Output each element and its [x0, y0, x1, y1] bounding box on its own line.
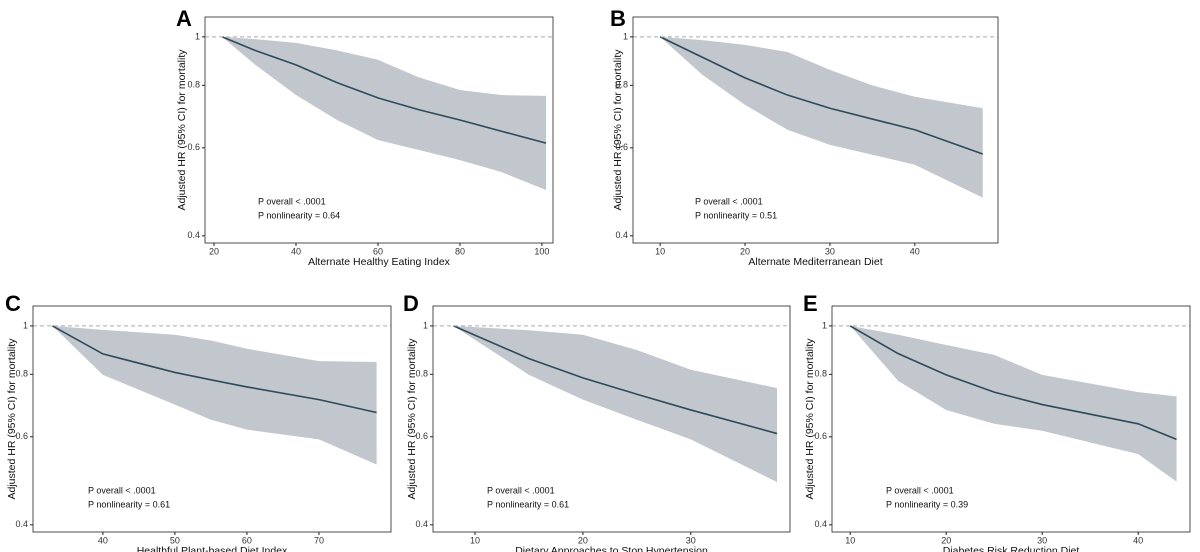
x-tick-label: 30: [825, 246, 835, 256]
y-tick-label: 0.4: [615, 230, 628, 240]
plot-frame: [204, 16, 554, 244]
y-tick-label: 0.8: [615, 80, 628, 90]
annotation: P nonlinearity = 0.61: [88, 499, 170, 509]
y-tick-label: 0.4: [814, 519, 827, 529]
panel: A Adjusted HR (95% CI) for mortality Alter…: [176, 6, 554, 268]
x-axis-label: Dietary Approaches to Stop Hypertension: [515, 545, 708, 552]
panel: E Adjusted HR (95% CI) for mortality Diabe…: [803, 291, 1191, 552]
y-tick-label: 1: [423, 320, 428, 330]
x-tick-label: 30: [686, 535, 696, 545]
y-tick-label: 0.6: [15, 431, 28, 441]
x-axis-label: Diabetes Risk Reduction Diet: [943, 545, 1080, 552]
y-tick-label: 0.6: [415, 431, 428, 441]
hr-line: [659, 36, 983, 155]
annotation: P overall < .0001: [886, 485, 954, 495]
y-axis-label: Adjusted HR (95% CI) for mortality: [612, 49, 624, 211]
x-axis-label: Healthful Plant-based Diet Index: [137, 545, 288, 552]
y-tick-label: 1: [23, 320, 28, 330]
panel: C Adjusted HR (95% CI) for mortality Healt…: [5, 291, 392, 552]
hr-line: [849, 325, 1177, 441]
y-axis-label: Adjusted HR (95% CI) for mortality: [406, 338, 418, 500]
annotation: P nonlinearity = 0.61: [487, 499, 569, 509]
ci-band: [222, 36, 547, 191]
x-tick-label: 10: [655, 246, 665, 256]
x-tick-label: 20: [941, 535, 951, 545]
panel-letter: A: [176, 6, 192, 31]
y-tick-label: 0.8: [187, 80, 200, 90]
x-tick-label: 20: [209, 246, 219, 256]
x-tick-label: 60: [242, 535, 252, 545]
ci-band: [660, 36, 983, 198]
annotation: P nonlinearity = 0.64: [258, 210, 340, 220]
annotation: P overall < .0001: [695, 196, 763, 206]
annotation: P nonlinearity = 0.39: [886, 499, 968, 509]
plot-frame: [432, 305, 791, 533]
panel-letter: C: [5, 291, 21, 316]
y-tick-label: 0.6: [615, 142, 628, 152]
x-tick-label: 20: [578, 535, 588, 545]
y-tick-label: 0.4: [15, 519, 28, 529]
y-tick-label: 0.8: [15, 369, 28, 379]
annotation: P overall < .0001: [487, 485, 555, 495]
y-axis-label: Adjusted HR (95% CI) for mortality: [804, 338, 816, 500]
x-tick-label: 10: [470, 535, 480, 545]
x-tick-label: 80: [455, 246, 465, 256]
x-axis-label: Alternate Mediterranean Diet: [748, 256, 882, 268]
y-tick-label: 0.6: [814, 431, 827, 441]
y-tick-label: 0.4: [187, 230, 200, 240]
panel-letter: B: [610, 6, 626, 31]
y-axis-label: Adjusted HR (95% CI) for mortality: [6, 338, 18, 500]
ci-band: [453, 325, 778, 483]
ci-band: [850, 325, 1177, 482]
x-tick-label: 40: [910, 246, 920, 256]
x-tick-label: 20: [740, 246, 750, 256]
plot-frame: [32, 305, 392, 533]
x-tick-label: 40: [1133, 535, 1143, 545]
panel: B Adjusted HR (95% CI) for mortality Alter…: [610, 6, 999, 268]
y-tick-label: 1: [623, 31, 628, 41]
plot-frame: [831, 305, 1191, 533]
panel-letter: E: [803, 291, 818, 316]
annotation: P overall < .0001: [88, 485, 156, 495]
y-tick-label: 1: [822, 320, 827, 330]
x-tick-label: 60: [373, 246, 383, 256]
hr-line: [221, 36, 547, 144]
panel: D Adjusted HR (95% CI) for mortality Dieta…: [403, 291, 791, 552]
ci-band: [52, 325, 377, 465]
hr-line: [52, 325, 377, 414]
x-axis-label: Alternate Healthy Eating Index: [308, 256, 451, 268]
annotation: P nonlinearity = 0.51: [695, 210, 777, 220]
x-tick-label: 70: [314, 535, 324, 545]
x-tick-label: 100: [534, 246, 549, 256]
y-tick-label: 1: [195, 31, 200, 41]
y-tick-label: 0.8: [814, 369, 827, 379]
x-tick-label: 30: [1037, 535, 1047, 545]
y-tick-label: 0.4: [415, 519, 428, 529]
plot-frame: [632, 16, 999, 244]
x-tick-label: 10: [845, 535, 855, 545]
y-axis-label: Adjusted HR (95% CI) for mortality: [176, 49, 188, 211]
panel-letter: D: [403, 291, 419, 316]
hr-line: [453, 325, 778, 435]
x-tick-label: 40: [98, 535, 108, 545]
x-tick-label: 40: [291, 246, 301, 256]
x-tick-label: 50: [170, 535, 180, 545]
y-tick-label: 0.6: [187, 142, 200, 152]
y-tick-label: 0.8: [415, 369, 428, 379]
annotation: P overall < .0001: [258, 196, 326, 206]
